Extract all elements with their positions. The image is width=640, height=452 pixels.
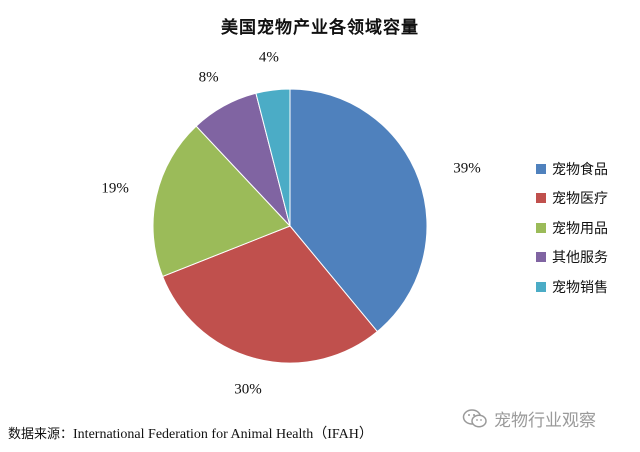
legend-label: 宠物医疗	[552, 191, 608, 208]
legend-swatch	[536, 222, 546, 233]
legend-label: 宠物销售	[552, 279, 608, 296]
slice-percentage-label: 4%	[258, 49, 279, 66]
watermark-text: 宠物行业观察	[494, 411, 596, 431]
pie-slice	[161, 225, 379, 364]
legend: 宠物食品宠物医疗宠物用品其他服务宠物销售	[536, 154, 608, 302]
legend-swatch	[536, 193, 546, 204]
legend-swatch	[536, 252, 546, 263]
legend-item: 宠物医疗	[536, 184, 608, 214]
legend-item: 宠物用品	[536, 213, 608, 243]
legend-label: 宠物用品	[552, 220, 608, 237]
legend-item: 其他服务	[536, 243, 608, 273]
watermark: 宠物行业观察	[462, 406, 596, 431]
legend-item: 宠物食品	[536, 154, 608, 184]
source-note: 数据来源：International Federation for Animal…	[8, 423, 373, 443]
pie-slice	[152, 125, 291, 278]
chart-title: 美国宠物产业各领域容量	[221, 18, 419, 38]
slice-percentage-label: 39%	[453, 160, 481, 177]
pie-slice	[289, 88, 428, 333]
legend-swatch	[536, 163, 546, 174]
source-text: International Federation for Animal Heal…	[73, 427, 373, 442]
legend-label: 其他服务	[552, 250, 608, 267]
wechat-icon	[462, 408, 487, 428]
pie-slice	[255, 88, 291, 227]
slice-percentage-label: 19%	[101, 180, 129, 197]
slice-percentage-label: 8%	[198, 69, 219, 86]
slice-percentage-label: 30%	[234, 381, 262, 398]
legend-label: 宠物食品	[552, 161, 608, 178]
legend-swatch	[536, 281, 546, 292]
source-label: 数据来源：	[8, 427, 74, 442]
legend-item: 宠物销售	[536, 272, 608, 302]
